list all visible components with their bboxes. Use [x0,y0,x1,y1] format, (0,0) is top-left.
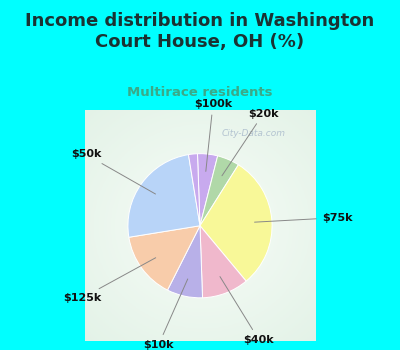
Wedge shape [200,226,246,298]
Text: Multirace residents: Multirace residents [127,86,273,99]
Text: $40k: $40k [220,276,274,345]
Text: $125k: $125k [63,258,156,303]
Text: $50k: $50k [71,149,156,194]
Wedge shape [200,156,238,226]
Wedge shape [168,226,202,298]
Wedge shape [128,155,200,237]
Wedge shape [200,165,272,281]
Text: City-Data.com: City-Data.com [221,129,285,138]
Text: $10k: $10k [143,279,188,350]
Wedge shape [198,154,218,226]
Wedge shape [188,154,200,226]
Text: $75k: $75k [254,213,352,223]
Text: $20k: $20k [222,108,278,176]
Wedge shape [129,226,200,290]
Text: Income distribution in Washington
Court House, OH (%): Income distribution in Washington Court … [25,12,375,51]
Text: $100k: $100k [194,99,232,172]
